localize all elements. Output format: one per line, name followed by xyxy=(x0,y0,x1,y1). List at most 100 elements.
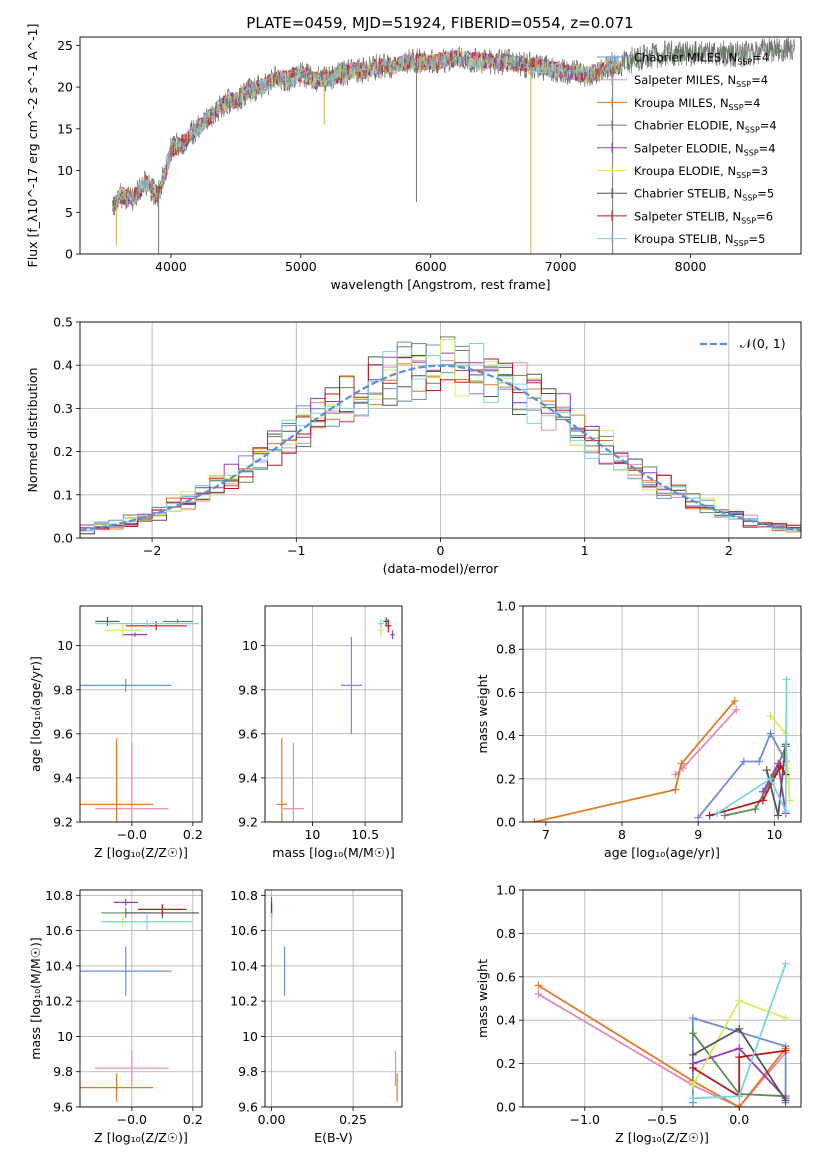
weight-marker xyxy=(782,675,791,684)
spectrum-line-kroupa-stelib xyxy=(112,50,618,209)
y-tick-label: 25 xyxy=(57,38,73,53)
weight-marker xyxy=(781,1046,790,1055)
errorbar-point xyxy=(101,912,193,931)
x-tick-label: 10 xyxy=(766,827,782,842)
y-tick-label: 0.6 xyxy=(496,969,516,984)
x-tick-label: 7000 xyxy=(545,259,577,274)
x-axis-label: (data-model)/error xyxy=(383,561,500,576)
panel-age-vs-mass: 10 10.5 9.2 9.4 9.6 9.8 10 mass [log₁₀(M/M☉)] xyxy=(238,605,403,860)
plot-area xyxy=(112,37,795,254)
errorbar-point xyxy=(80,678,172,692)
legend-entry: Chabrier ELODIE, NSSP=4 xyxy=(634,119,777,135)
plot-area xyxy=(80,336,801,538)
legend-entry: Kroupa MILES, NSSP=4 xyxy=(634,96,760,112)
y-tick-label: 9.8 xyxy=(238,1064,258,1079)
weight-marker xyxy=(735,1044,744,1053)
x-axis-label: Z [log₁₀(Z/Z☉)] xyxy=(615,1130,709,1145)
x-tick-label: −0.0 xyxy=(117,827,147,842)
ticks: −1.0 −0.5 0.0 0.0 0.2 0.4 0.6 0.8 1.0 xyxy=(496,883,749,1128)
weight-line-kroupa-stelib xyxy=(716,679,788,815)
y-tick-label: 0.4 xyxy=(496,1013,516,1028)
x-axis-label: age [log₁₀(age/yr)] xyxy=(604,845,720,860)
errorbar-point xyxy=(162,619,193,624)
x-tick-label: 10 xyxy=(304,827,320,842)
panel-residuals: −2 −1 0 1 2 0.0 0.1 0.2 0.3 0.4 0.5 (data-model)/er… xyxy=(25,315,802,576)
x-tick-label: −1.0 xyxy=(570,1112,600,1127)
legend-entry: 𝒩(0, 1) xyxy=(740,336,786,351)
weight-marker xyxy=(735,1103,744,1107)
y-tick-label: 10 xyxy=(57,163,73,178)
x-tick-label: 0.0 xyxy=(729,1112,749,1127)
y-axis-label: age [log₁₀(age/yr)] xyxy=(28,656,43,772)
axes-frame xyxy=(264,889,403,1108)
x-tick-label: 5000 xyxy=(285,259,317,274)
x-axis-label: Z [log₁₀(Z/Z☉)] xyxy=(94,1130,188,1145)
weight-marker xyxy=(713,809,722,818)
x-tick-label: −1 xyxy=(287,543,305,558)
histogram-kroupa-stelib xyxy=(80,343,801,538)
weight-marker xyxy=(766,712,775,721)
legend-entry: Salpeter STELIB, NSSP=6 xyxy=(634,209,773,225)
weight-marker xyxy=(735,996,744,1005)
y-tick-label: 10.8 xyxy=(45,888,73,903)
legend: Chabrier MILES, NSSP=4 Salpeter MILES, NS… xyxy=(597,51,777,248)
errorbar-point xyxy=(390,630,395,640)
x-tick-label: 9 xyxy=(694,827,702,842)
x-tick-label: 8000 xyxy=(675,259,707,274)
errorbar-point xyxy=(276,738,288,822)
y-tick-label: 0.8 xyxy=(496,642,516,657)
y-tick-label: 9.6 xyxy=(53,1100,73,1115)
weight-marker xyxy=(735,1024,744,1033)
legend-entry: Salpeter MILES, NSSP=4 xyxy=(634,73,768,89)
errorbar-point xyxy=(282,742,304,822)
weight-marker xyxy=(671,785,680,794)
y-tick-label: 9.8 xyxy=(53,1064,73,1079)
x-tick-label: 0.00 xyxy=(258,1112,286,1127)
y-tick-label: 0.6 xyxy=(496,685,516,700)
weight-marker xyxy=(688,1050,697,1059)
weight-marker xyxy=(781,1014,790,1023)
axes-frame xyxy=(79,889,203,1108)
errorbar-point xyxy=(385,619,392,633)
weight-marker xyxy=(785,796,794,805)
y-tick-label: 10.4 xyxy=(230,958,258,973)
x-tick-label: 6000 xyxy=(415,259,447,274)
weight-marker xyxy=(739,757,748,766)
figure-title: PLATE=0459, MJD=51924, FIBERID=0554, z=0… xyxy=(246,14,633,32)
y-tick-label: 10 xyxy=(242,638,258,653)
y-tick-label: 9.8 xyxy=(53,682,73,697)
x-axis-label: mass [log₁₀(M/M☉)] xyxy=(272,845,394,860)
y-tick-label: 0.8 xyxy=(496,926,516,941)
x-tick-label: 0.25 xyxy=(339,1112,367,1127)
y-tick-label: 10 xyxy=(57,638,73,653)
x-tick-label: 10.5 xyxy=(351,827,379,842)
weight-marker xyxy=(766,774,775,783)
y-tick-label: 10.6 xyxy=(45,923,73,938)
errorbar-point xyxy=(122,632,148,637)
gridlines xyxy=(265,606,402,823)
y-tick-label: 0.0 xyxy=(496,1100,516,1115)
y-axis-label: Flux [f_λ10^-17 erg cm^-2 s^-1 A^-1] xyxy=(25,24,40,268)
errorbar-point xyxy=(95,742,169,822)
y-axis-label: mass weight xyxy=(475,674,490,753)
y-tick-label: 0 xyxy=(65,247,73,262)
y-tick-label: 0.4 xyxy=(496,728,516,743)
ticks: 7 8 9 10 0.0 0.2 0.4 0.6 0.8 1.0 xyxy=(496,599,782,843)
panel-spectrum: 4000 5000 6000 7000 8000 0 5 10 15 20 25 wavelength… xyxy=(25,24,802,292)
errorbar-point xyxy=(80,946,172,996)
y-tick-label: 9.2 xyxy=(53,815,73,830)
plot-area xyxy=(276,617,395,822)
errorbar-point xyxy=(113,898,138,906)
y-tick-label: 0.2 xyxy=(496,771,516,786)
errorbar-point xyxy=(125,621,187,631)
y-tick-label: 10.2 xyxy=(230,994,258,1009)
axes-frame xyxy=(79,605,203,823)
plot-area xyxy=(80,617,199,822)
plot-area xyxy=(530,675,794,822)
legend-entry: Kroupa STELIB, NSSP=5 xyxy=(634,232,765,248)
y-axis-label: Normed distribution xyxy=(25,368,40,493)
axes-frame xyxy=(522,605,802,823)
x-axis-label: E(B-V) xyxy=(314,1130,353,1145)
x-tick-label: −0.5 xyxy=(647,1112,677,1127)
legend-entry: Chabrier STELIB, NSSP=5 xyxy=(634,187,774,203)
